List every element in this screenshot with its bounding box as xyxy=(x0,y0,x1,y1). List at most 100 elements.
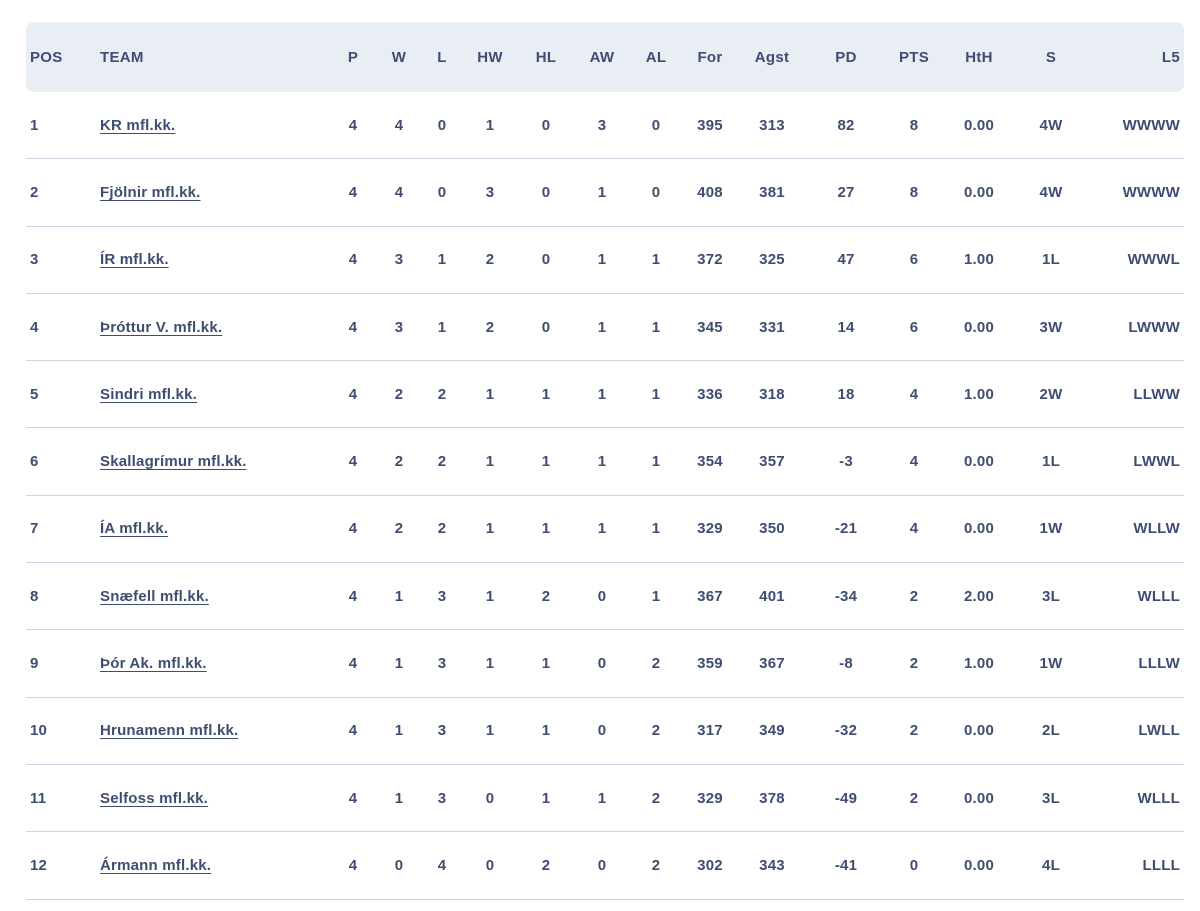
pts-cell: 2 xyxy=(886,764,942,833)
pos-cell: 4 xyxy=(26,293,98,362)
hth-cell: 0.00 xyxy=(942,831,1016,900)
pts-cell: 2 xyxy=(886,562,942,631)
pts-cell: 2 xyxy=(886,697,942,765)
hl-cell: 1 xyxy=(518,764,574,833)
pts-cell: 8 xyxy=(886,158,942,227)
team-link[interactable]: Þróttur V. mfl.kk. xyxy=(100,318,223,336)
column-header-pts: PTS xyxy=(886,22,942,92)
hl-cell: 1 xyxy=(518,629,574,698)
hw-cell: 0 xyxy=(462,831,518,900)
p-cell: 4 xyxy=(330,697,376,765)
hl-cell: 0 xyxy=(518,226,574,294)
hth-cell: 1.00 xyxy=(942,226,1016,294)
hw-cell: 1 xyxy=(462,697,518,765)
for-cell: 302 xyxy=(682,831,738,900)
team-link[interactable]: Hrunamenn mfl.kk. xyxy=(100,722,239,740)
pd-cell: -8 xyxy=(806,629,886,698)
al-cell: 0 xyxy=(630,92,682,160)
s-cell: 4W xyxy=(1016,92,1086,160)
for-cell: 329 xyxy=(682,495,738,564)
team-cell: Ármann mfl.kk. xyxy=(98,831,330,900)
l5-cell: WWWL xyxy=(1086,226,1184,294)
hw-cell: 3 xyxy=(462,158,518,227)
pts-cell: 4 xyxy=(886,360,942,429)
team-link[interactable]: KR mfl.kk. xyxy=(100,116,176,134)
l5-cell: LLLL xyxy=(1086,831,1184,900)
aw-cell: 1 xyxy=(574,158,630,227)
w-cell: 4 xyxy=(376,92,422,160)
aw-cell: 1 xyxy=(574,427,630,496)
for-cell: 372 xyxy=(682,226,738,294)
s-cell: 1L xyxy=(1016,427,1086,496)
p-cell: 4 xyxy=(330,562,376,631)
hl-cell: 2 xyxy=(518,831,574,900)
pts-cell: 6 xyxy=(886,226,942,294)
team-link[interactable]: Fjölnir mfl.kk. xyxy=(100,183,201,201)
p-cell: 4 xyxy=(330,158,376,227)
al-cell: 1 xyxy=(630,226,682,294)
table-row: 4 Þróttur V. mfl.kk. 4 3 1 2 0 1 1 345 331 14 6 0.00 3… xyxy=(26,293,1184,362)
agst-cell: 401 xyxy=(738,562,806,631)
hw-cell: 2 xyxy=(462,293,518,362)
agst-cell: 325 xyxy=(738,226,806,294)
al-cell: 1 xyxy=(630,427,682,496)
team-link[interactable]: Skallagrímur mfl.kk. xyxy=(100,453,247,471)
team-cell: ÍA mfl.kk. xyxy=(98,495,330,564)
w-cell: 2 xyxy=(376,495,422,564)
pos-cell: 1 xyxy=(26,92,98,160)
column-header-l: L xyxy=(422,22,462,92)
agst-cell: 350 xyxy=(738,495,806,564)
team-cell: Þróttur V. mfl.kk. xyxy=(98,293,330,362)
p-cell: 4 xyxy=(330,495,376,564)
p-cell: 4 xyxy=(330,764,376,833)
pts-cell: 4 xyxy=(886,427,942,496)
l5-cell: WWWW xyxy=(1086,92,1184,160)
table-row: 3 ÍR mfl.kk. 4 3 1 2 0 1 1 372 325 47 6 1.00 1L WWWL xyxy=(26,226,1184,294)
w-cell: 1 xyxy=(376,562,422,631)
w-cell: 1 xyxy=(376,697,422,765)
team-link[interactable]: ÍA mfl.kk. xyxy=(100,520,169,538)
pos-cell: 11 xyxy=(26,764,98,833)
l5-cell: LLLW xyxy=(1086,629,1184,698)
header-row: POS TEAM P W L HW HL AW AL For Agst PD PTS HtH S L5 xyxy=(26,22,1184,92)
w-cell: 4 xyxy=(376,158,422,227)
agst-cell: 349 xyxy=(738,697,806,765)
pos-cell: 12 xyxy=(26,831,98,900)
al-cell: 1 xyxy=(630,360,682,429)
p-cell: 4 xyxy=(330,226,376,294)
team-cell: Hrunamenn mfl.kk. xyxy=(98,697,330,765)
l-cell: 3 xyxy=(422,562,462,631)
team-link[interactable]: Ármann mfl.kk. xyxy=(100,856,212,874)
s-cell: 4L xyxy=(1016,831,1086,900)
team-link[interactable]: Þór Ak. mfl.kk. xyxy=(100,655,207,673)
for-cell: 367 xyxy=(682,562,738,631)
aw-cell: 1 xyxy=(574,764,630,833)
l-cell: 0 xyxy=(422,158,462,227)
al-cell: 0 xyxy=(630,158,682,227)
team-cell: Skallagrímur mfl.kk. xyxy=(98,427,330,496)
pts-cell: 4 xyxy=(886,495,942,564)
pd-cell: 14 xyxy=(806,293,886,362)
pd-cell: -21 xyxy=(806,495,886,564)
team-link[interactable]: ÍR mfl.kk. xyxy=(100,251,169,269)
p-cell: 4 xyxy=(330,629,376,698)
team-link[interactable]: Snæfell mfl.kk. xyxy=(100,587,209,605)
standings-table: POS TEAM P W L HW HL AW AL For Agst PD PTS HtH S L5 1 KR… xyxy=(26,22,1184,900)
l-cell: 3 xyxy=(422,629,462,698)
p-cell: 4 xyxy=(330,427,376,496)
al-cell: 2 xyxy=(630,764,682,833)
team-link[interactable]: Sindri mfl.kk. xyxy=(100,385,197,403)
agst-cell: 318 xyxy=(738,360,806,429)
w-cell: 2 xyxy=(376,427,422,496)
hth-cell: 0.00 xyxy=(942,427,1016,496)
s-cell: 3W xyxy=(1016,293,1086,362)
table-row: 6 Skallagrímur mfl.kk. 4 2 2 1 1 1 1 354 357 -3 4 0.0… xyxy=(26,427,1184,496)
team-link[interactable]: Selfoss mfl.kk. xyxy=(100,789,209,807)
table-row: 9 Þór Ak. mfl.kk. 4 1 3 1 1 0 2 359 367 -8 2 1.00 1W LL… xyxy=(26,629,1184,698)
team-cell: ÍR mfl.kk. xyxy=(98,226,330,294)
w-cell: 3 xyxy=(376,226,422,294)
aw-cell: 0 xyxy=(574,629,630,698)
pts-cell: 6 xyxy=(886,293,942,362)
w-cell: 2 xyxy=(376,360,422,429)
